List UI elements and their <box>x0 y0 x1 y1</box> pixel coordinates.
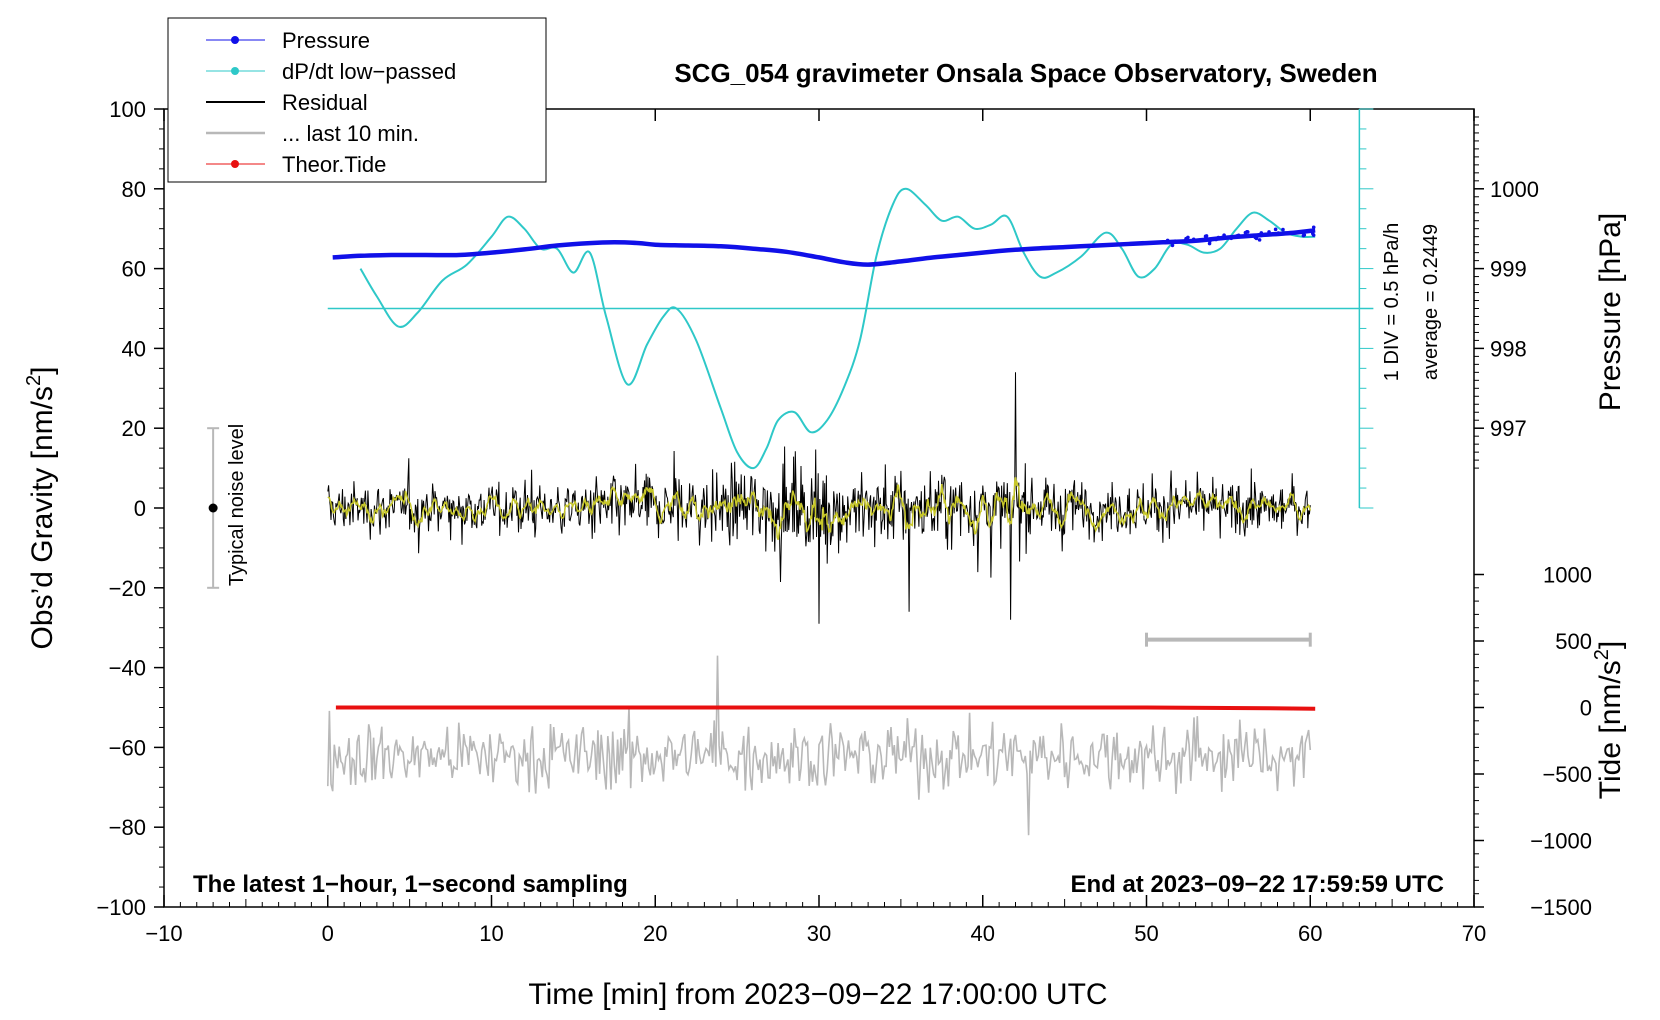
x-tick-label: 0 <box>322 921 334 946</box>
pressure-scatter-point <box>1192 238 1196 242</box>
x-tick-label: −10 <box>145 921 182 946</box>
series-group <box>207 108 1374 836</box>
legend-label-pressure: Pressure <box>282 28 370 53</box>
pressure-scatter-point <box>1310 231 1315 236</box>
x-tick-label: 40 <box>971 921 995 946</box>
tide-tick-label: 1000 <box>1543 563 1592 588</box>
pressure-scatter-point <box>1241 234 1246 239</box>
pressure-scatter-point <box>1165 238 1170 243</box>
pressure-tick-label: 997 <box>1490 416 1527 441</box>
legend-box <box>167 17 547 183</box>
pressure-scatter-point <box>1257 238 1262 242</box>
pressure-scatter-point <box>1236 233 1241 238</box>
x-tick-label: 20 <box>643 921 667 946</box>
chart-title: SCG_054 gravimeter Onsala Space Observat… <box>674 58 1377 88</box>
tide-tick-label: −500 <box>1542 762 1592 787</box>
x-tick-label: 60 <box>1298 921 1322 946</box>
pressure-scatter-point <box>1311 225 1316 230</box>
pressure-scatter-point <box>1213 237 1217 241</box>
pressure-scatter-point <box>1183 238 1188 243</box>
pressure-scatter-point <box>1273 227 1278 232</box>
pressure-scatter-point <box>1302 233 1307 237</box>
y-tick-label: 100 <box>109 97 146 122</box>
pressure-tick-label: 1000 <box>1490 177 1539 202</box>
residual-series <box>327 372 1311 624</box>
pressure-scatter-point <box>1186 235 1190 240</box>
noise-bar-center-dot <box>208 503 218 513</box>
legend-label-last10: ... last 10 min. <box>282 121 419 146</box>
pressure-scatter-point <box>1179 239 1183 244</box>
y-tick-label: 80 <box>122 177 146 202</box>
dpdt-scale-label: 1 DIV = 0.5 hPa/h <box>1381 223 1403 381</box>
x-axis-label: Time [min] from 2023−09−22 17:00:00 UTC <box>528 978 1107 1011</box>
tide-tick-label: −1000 <box>1530 829 1592 854</box>
legend-label-residual: Residual <box>282 90 368 115</box>
y-tick-label: −20 <box>109 576 146 601</box>
y-axis-label: Obs’d Gravity [nm/s2] <box>23 367 59 650</box>
pressure-scatter-point <box>1281 227 1285 232</box>
legend-label-dpdt: dP/dt low−passed <box>282 59 456 84</box>
pressure-scatter-point <box>1245 230 1250 234</box>
legend: Pressure dP/dt low−passed Residual ... l… <box>167 17 547 183</box>
y-tick-label: −80 <box>109 815 146 840</box>
tide-tick-label: 500 <box>1555 629 1592 654</box>
y-tick-label: 40 <box>122 336 146 361</box>
tide-axis-label: Tide [nm/s2] <box>1591 641 1627 799</box>
legend-swatch-marker <box>231 36 239 44</box>
tide-tick-label: 0 <box>1580 696 1592 721</box>
pressure-scatter-point <box>1253 235 1258 240</box>
residual-smoothed-series <box>327 477 1312 541</box>
y-tick-label: 20 <box>122 416 146 441</box>
legend-label-tide: Theor.Tide <box>282 152 386 177</box>
pressure-scatter-point <box>1173 239 1178 243</box>
pressure-scatter-point <box>1222 233 1226 237</box>
x-tick-label: 50 <box>1134 921 1158 946</box>
legend-swatch-marker <box>231 160 239 168</box>
dpdt-series <box>359 187 1316 470</box>
pressure-scatter-point <box>1216 235 1221 240</box>
pressure-scatter-point <box>1203 234 1208 239</box>
pressure-axis-label: Pressure [hPa] <box>1594 213 1627 411</box>
y-tick-label: −100 <box>96 895 146 920</box>
y-tick-label: −40 <box>109 656 146 681</box>
pressure-scatter-point <box>1276 231 1281 235</box>
axes-group: −10 0 10 20 30 40 50 60 70100806040200−20−40−60−… <box>96 97 1592 946</box>
pressure-scatter-point <box>1220 235 1224 240</box>
pressure-tick-label: 999 <box>1490 257 1527 282</box>
legend-swatch-marker <box>231 67 239 75</box>
pressure-scatter-point <box>1267 230 1271 234</box>
tide-tick-label: −1500 <box>1530 895 1592 920</box>
bottom-left-note: The latest 1−hour, 1−second sampling <box>193 871 628 898</box>
pressure-scatter-point <box>1207 241 1212 246</box>
noise-level-label: Typical noise level <box>226 424 248 586</box>
y-tick-label: 0 <box>134 496 146 521</box>
pressure-scatter-point <box>1170 243 1175 248</box>
pressure-scatter-point <box>1259 231 1264 235</box>
pressure-scatter-point <box>1208 239 1212 243</box>
pressure-scatter-point <box>1199 238 1204 243</box>
dpdt-average-label: average = 0.2449 <box>1420 224 1442 380</box>
tide-series <box>335 705 1316 711</box>
x-tick-label: 10 <box>479 921 503 946</box>
bottom-right-note: End at 2023−09−22 17:59:59 UTC <box>1070 871 1444 898</box>
last10-series <box>327 655 1312 836</box>
pressure-tick-label: 998 <box>1490 336 1527 361</box>
pressure-scatter-point <box>1229 236 1234 241</box>
x-tick-label: 70 <box>1462 921 1486 946</box>
x-tick-label: 30 <box>807 921 831 946</box>
pressure-series <box>332 228 1316 267</box>
y-tick-label: 60 <box>122 257 146 282</box>
y-tick-label: −60 <box>109 735 146 760</box>
